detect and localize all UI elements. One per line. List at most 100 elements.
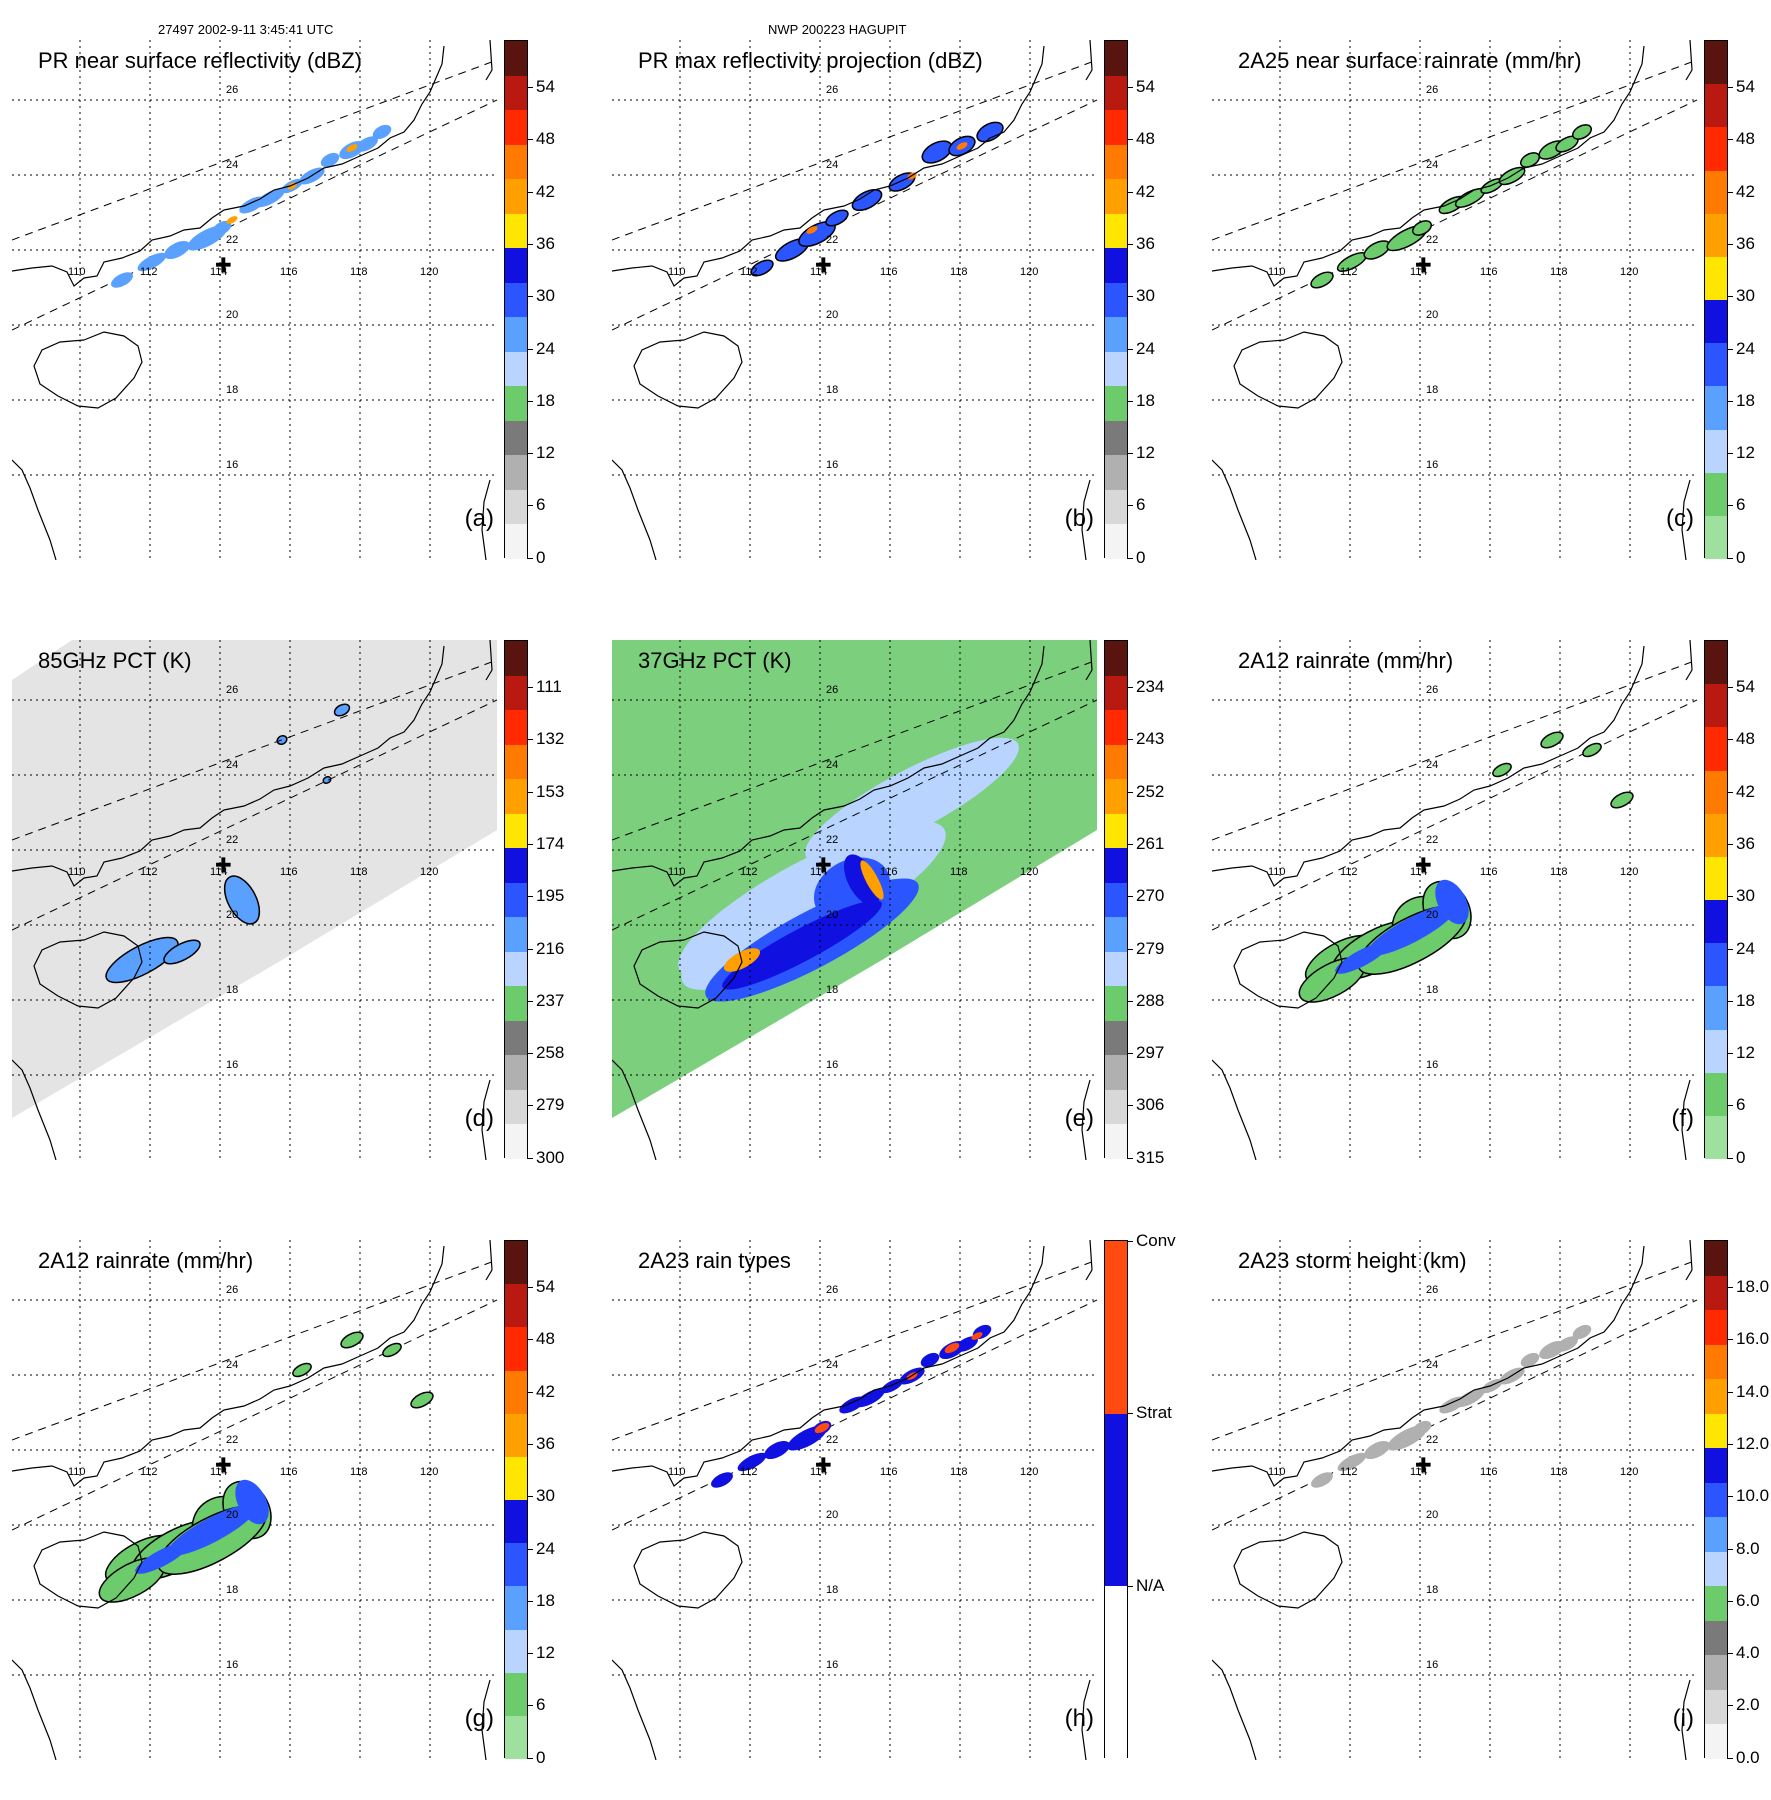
- convective-cell: [814, 1422, 830, 1434]
- lon-label: 114: [810, 266, 828, 278]
- colorbar-band: [505, 1586, 527, 1630]
- lon-label: 112: [140, 866, 158, 878]
- colorbar-band: [505, 1089, 527, 1125]
- lat-label: 22: [226, 234, 239, 246]
- scattering-core: [860, 860, 884, 900]
- rain-core: [235, 1479, 269, 1525]
- rain-core: [1367, 904, 1457, 956]
- coastline: [12, 1059, 57, 1160]
- colorbar-band: [1105, 282, 1127, 318]
- colorbar-tick-label: 0: [1126, 547, 1146, 567]
- lon-label: 110: [68, 1466, 86, 1478]
- lat-label: 26: [226, 1284, 239, 1296]
- lat-label: 22: [1426, 834, 1439, 846]
- colorbar-tick-label: 18: [527, 1590, 555, 1610]
- coastline: [612, 45, 1045, 287]
- colorbar-tick-label: 261: [1126, 833, 1165, 853]
- plus-icon: ✚: [815, 1455, 832, 1477]
- lat-label: 24: [1426, 1359, 1439, 1371]
- colorbar-tick-label: 16.0: [1726, 1329, 1770, 1349]
- colorbar-tick-label: 48: [527, 129, 555, 149]
- storm-id: NWP 200223 HAGUPIT: [768, 22, 907, 37]
- colorbar-band: [505, 1500, 527, 1544]
- colorbar-band: [505, 489, 527, 525]
- lat-label: 20: [1426, 1509, 1439, 1521]
- colorbar-band: [1705, 1413, 1727, 1449]
- lon-label: 112: [1340, 1466, 1358, 1478]
- coastline: [485, 40, 493, 81]
- lon-label: 112: [140, 266, 158, 278]
- colorbar-band: [1705, 1029, 1727, 1074]
- precip-cell: [212, 220, 232, 236]
- lon-label: 114: [1410, 266, 1428, 278]
- rain-core: [167, 1504, 257, 1556]
- lon-label: 116: [280, 1466, 298, 1478]
- precip-cell: [1310, 271, 1334, 289]
- lat-label: 18: [226, 984, 239, 996]
- precip-cell: [1337, 1452, 1367, 1472]
- colorbar-band: [1105, 455, 1127, 491]
- colorbar-band: [505, 1370, 527, 1415]
- lon-label: 110: [668, 1466, 686, 1478]
- colorbar-tick-label: 18: [1127, 390, 1155, 410]
- colorbar-tick-label: 30: [1727, 286, 1755, 306]
- orbit-timestamp: 27497 2002-9-11 3:45:41 UTC: [158, 22, 334, 37]
- lon-label: 114: [810, 866, 828, 878]
- coastline: [633, 1531, 743, 1609]
- lat-label: 24: [226, 1359, 239, 1371]
- colorbar-band: [505, 813, 527, 849]
- colorbar-band: [505, 1020, 527, 1056]
- panel-title: PR max reflectivity projection (dBZ): [638, 48, 983, 73]
- cold-region: [722, 900, 882, 990]
- precip-core: [806, 226, 818, 234]
- lat-label: 18: [1426, 984, 1439, 996]
- map-canvas: ✚: [12, 40, 497, 560]
- lon-label: 110: [668, 866, 686, 878]
- colorbar-tick-label: 30: [1727, 886, 1755, 906]
- colorbar-band: [505, 1241, 527, 1285]
- colorbar-band: [1705, 727, 1727, 771]
- colorbar-band: [1705, 1586, 1727, 1622]
- colorbar: [504, 1240, 528, 1760]
- coastline: [1085, 40, 1093, 81]
- panel-label: (f): [1671, 1105, 1694, 1132]
- map-canvas: ✚: [1212, 640, 1697, 1160]
- panel-title: 37GHz PCT (K): [638, 648, 792, 673]
- colorbar-band: [1105, 1586, 1127, 1760]
- colorbar-band: [1105, 1124, 1127, 1160]
- precip-cell: [851, 188, 883, 212]
- colorbar-band: [1705, 813, 1727, 858]
- colorbar-tick-label: 36: [1127, 233, 1155, 253]
- lat-label: 26: [826, 684, 839, 696]
- lat-label: 24: [826, 1359, 839, 1371]
- precip-cell: [750, 259, 774, 277]
- coastline: [33, 331, 143, 409]
- coastline: [1233, 331, 1343, 409]
- lon-label: 120: [1020, 866, 1039, 878]
- colorbar-band: [1705, 943, 1727, 987]
- colorbar-band: [505, 248, 527, 284]
- rain-region: [1582, 742, 1602, 758]
- lon-label: 120: [420, 266, 439, 278]
- lon-label: 114: [1410, 1466, 1428, 1478]
- map-canvas: ✚: [1212, 40, 1697, 560]
- coastline: [12, 645, 445, 887]
- colorbar-tick-label: 54: [527, 1277, 555, 1296]
- precip-cell: [737, 1452, 767, 1472]
- coastline: [1233, 1531, 1343, 1609]
- colorbar-band: [1105, 351, 1127, 387]
- lat-label: 20: [826, 1509, 839, 1521]
- precip-cell: [764, 1440, 790, 1460]
- colorbar-band: [1705, 1724, 1727, 1760]
- colorbar-tick-label: 12.0: [1726, 1433, 1770, 1453]
- colorbar-band: [505, 179, 527, 215]
- colorbar-tick-label: 153: [526, 781, 565, 801]
- colorbar-tick-label: 54: [1127, 77, 1155, 96]
- lon-label: 112: [1340, 866, 1358, 878]
- colorbar-band: [505, 110, 527, 146]
- coastline: [612, 1245, 1045, 1487]
- colorbar-band: [1705, 1310, 1727, 1346]
- colorbar-band: [505, 675, 527, 711]
- colorbar-band: [1705, 472, 1727, 517]
- colorbar-tick-label: 48: [1727, 729, 1755, 749]
